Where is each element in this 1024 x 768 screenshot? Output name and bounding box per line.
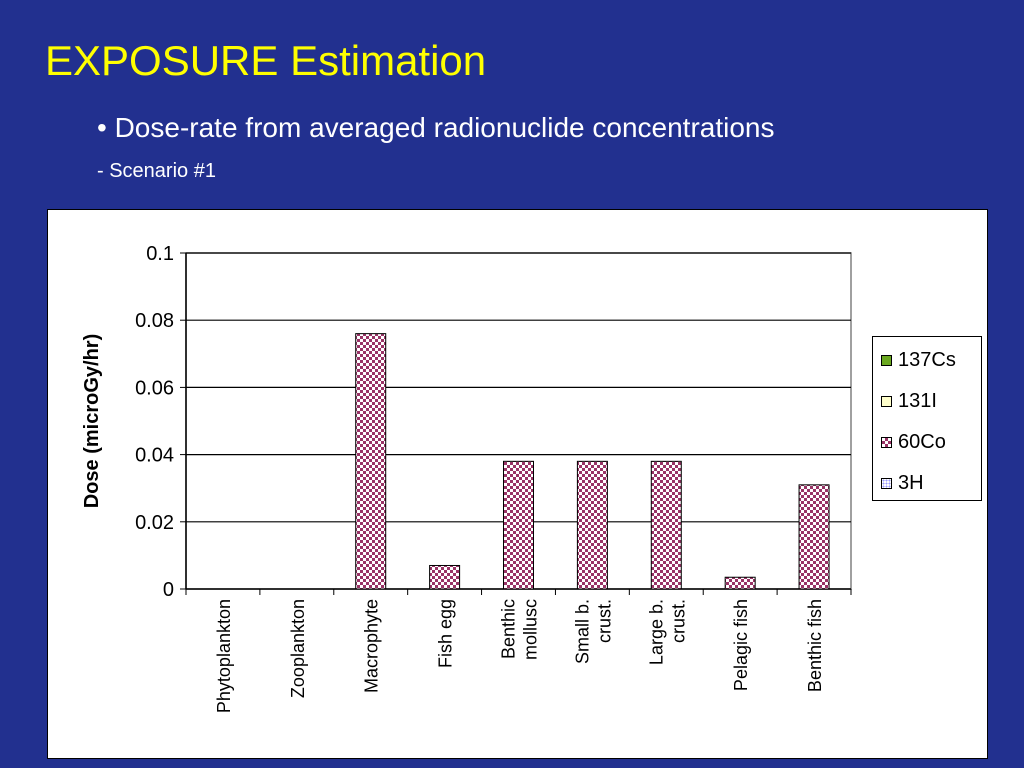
bar-60co — [355, 333, 387, 590]
x-category-label: Small b. — [572, 599, 592, 664]
x-category-label: Phytoplankton — [214, 599, 234, 713]
x-category-label: crust. — [594, 599, 614, 643]
legend-item-3h: 3H — [881, 472, 924, 495]
x-category-label: Large b. — [646, 599, 666, 665]
legend-item-131i: 131I — [881, 390, 937, 413]
sub-bullet-text: - Scenario #1 — [97, 160, 216, 182]
x-category-label: Benthic fish — [805, 599, 825, 692]
x-category-label: Zooplankton — [288, 599, 308, 698]
bullet-text: • Dose-rate from averaged radionuclide c… — [97, 112, 775, 143]
x-category-label: Macrophyte — [362, 599, 382, 693]
y-tick-label: 0.04 — [135, 445, 174, 467]
bar-60co — [724, 576, 756, 590]
legend-label-3h: 3H — [898, 472, 924, 494]
legend-label-137cs: 137Cs — [898, 349, 956, 371]
bar-60co — [798, 484, 830, 590]
legend-label-60co: 60Co — [898, 431, 946, 453]
bar-chart: 0 0.02 0.04 0.06 0.08 0.1 Dose (microGy/hr) Phy… — [81, 243, 852, 713]
x-category-label: mollusc — [521, 599, 541, 660]
bar-60co — [429, 564, 461, 590]
x-category-label: Pelagic fish — [731, 599, 751, 691]
legend-swatch-60co — [881, 437, 892, 448]
legend-swatch-3h — [881, 478, 892, 489]
x-category-label: Benthic — [499, 599, 519, 659]
legend-label-131i: 131I — [898, 390, 937, 412]
x-category-label: Fish egg — [436, 599, 456, 668]
y-tick-label: 0.06 — [135, 377, 174, 399]
legend-item-137cs: 137Cs — [881, 349, 956, 372]
legend-swatch-131i — [881, 396, 892, 407]
y-tick-label: 0.1 — [146, 243, 174, 265]
y-axis-label: Dose (microGy/hr) — [81, 334, 103, 508]
bar-60co — [503, 460, 534, 590]
y-tick-label: 0.08 — [135, 310, 174, 332]
chart-legend: 137Cs 131I 60Co 3H — [872, 336, 982, 501]
legend-item-60co: 60Co — [881, 431, 946, 454]
y-tick-label: 0.02 — [135, 512, 174, 534]
legend-swatch-137cs — [881, 355, 892, 366]
bar-60co — [650, 460, 682, 590]
x-category-label: crust. — [668, 599, 688, 643]
chart-container: 0 0.02 0.04 0.06 0.08 0.1 Dose (microGy/hr) Phy… — [47, 209, 988, 759]
bar-60co — [576, 460, 608, 590]
slide-title: EXPOSURE Estimation — [45, 37, 487, 84]
y-tick-label: 0 — [163, 579, 174, 601]
